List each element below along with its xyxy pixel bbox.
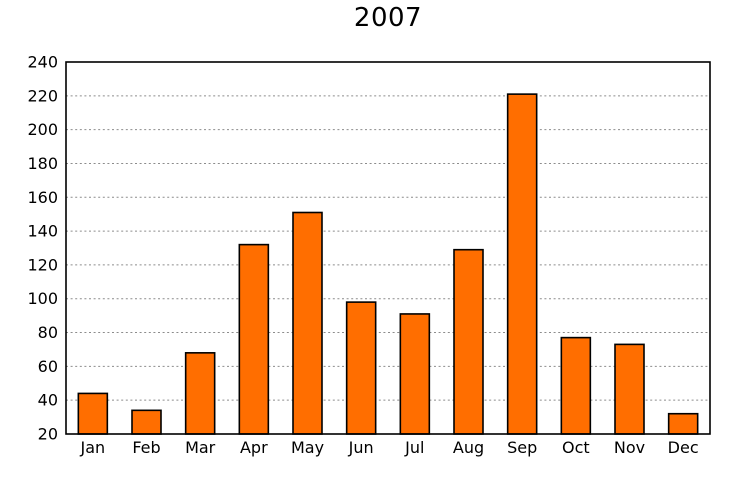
bar-aug [453,248,484,435]
y-tick-label: 240 [27,53,58,72]
x-tick-label: Jul [404,438,424,457]
bar-jan [77,392,109,435]
bar-mar [184,352,216,435]
bar-nov [614,343,645,435]
y-tick-label: 140 [27,222,58,241]
bar-oct [560,336,592,435]
y-tick-label: 220 [27,86,58,105]
y-tick-label: 80 [38,323,58,342]
x-tick-label: Feb [132,438,160,457]
x-tick-label: Apr [240,438,268,457]
x-tick-label: Dec [668,438,699,457]
bar-dec [667,412,699,435]
x-tick-label: May [291,438,324,457]
x-tick-label: Mar [185,438,216,457]
bar-jun [345,301,377,435]
x-tick-label: Jan [79,438,105,457]
x-tick-label: Jun [348,438,374,457]
y-tick-label: 180 [27,154,58,173]
bar-sep [506,93,538,435]
x-tick-label: Oct [562,438,590,457]
x-tick-label: Aug [453,438,484,457]
x-tick-label: Sep [507,438,537,457]
bar-feb [131,409,162,435]
chart-title: 2007 [353,3,423,33]
y-tick-label: 100 [27,289,58,308]
y-tick-label: 120 [27,255,58,274]
y-tick-label: 200 [27,120,58,139]
bar-jul [399,313,431,435]
y-tick-label: 40 [38,391,58,410]
bar-apr [238,243,270,435]
y-tick-label: 160 [27,188,58,207]
bar-may [292,211,323,435]
y-tick-label: 60 [38,357,58,376]
y-tick-label: 20 [38,425,58,444]
axis-box [65,61,711,435]
x-tick-label: Nov [614,438,645,457]
